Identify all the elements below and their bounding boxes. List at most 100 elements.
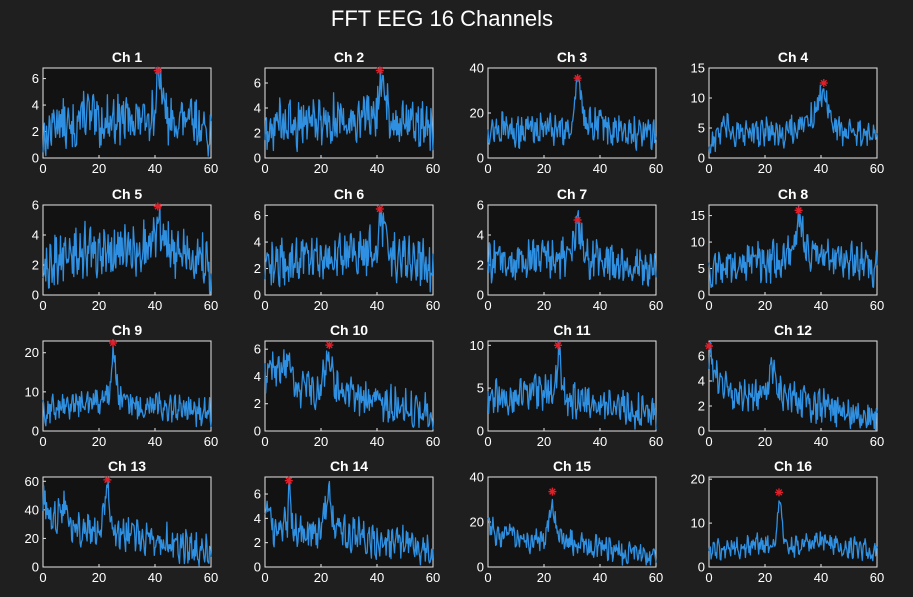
spectrum-line-ch-1	[42, 67, 212, 157]
ytick-label: 40	[470, 470, 484, 485]
axes-frame-ch-3	[487, 67, 657, 159]
xtick-label: 20	[758, 161, 772, 176]
axes-frame-ch-8	[708, 204, 878, 296]
ytick-label: 6	[32, 198, 39, 213]
spectrum-line-ch-16	[708, 500, 878, 562]
xtick-label: 20	[92, 298, 106, 313]
ytick-label: 10	[691, 235, 705, 250]
xtick-label: 20	[314, 434, 328, 449]
subplot-title-ch-13: Ch 13	[108, 458, 146, 474]
ytick-label: 15	[691, 61, 705, 76]
xtick-label: 40	[593, 570, 607, 585]
xtick-label: 60	[426, 570, 440, 585]
subplot-title-ch-7: Ch 7	[557, 186, 588, 202]
subplot-ch-6: Ch 6 0 20 40 60 0 2 4 6	[254, 186, 440, 313]
subplot-title-ch-4: Ch 4	[778, 49, 809, 65]
ytick-label: 0	[698, 151, 705, 166]
ytick-label: 0	[477, 424, 484, 439]
xtick-label: 40	[814, 434, 828, 449]
subplot-ch-15: Ch 15 0 20 40 60 0 20 40	[470, 458, 664, 585]
xtick-label: 20	[537, 298, 551, 313]
spectrum-line-ch-10	[264, 349, 434, 430]
ytick-label: 5	[698, 261, 705, 276]
subplot-title-ch-12: Ch 12	[774, 322, 812, 338]
ytick-label: 4	[477, 228, 484, 243]
peak-marker-ch-12	[705, 342, 713, 350]
ytick-label: 0	[32, 288, 39, 303]
subplot-title-ch-1: Ch 1	[112, 49, 143, 65]
xtick-label: 20	[314, 161, 328, 176]
axes-frame-ch-2	[264, 67, 434, 159]
xtick-label: 60	[870, 161, 884, 176]
subplot-ch-14: Ch 14 0 20 40 60 0 2 4 6	[254, 458, 440, 585]
xtick-label: 40	[593, 298, 607, 313]
subplot-title-ch-15: Ch 15	[553, 458, 591, 474]
ytick-label: 4	[32, 228, 39, 243]
xtick-label: 20	[758, 434, 772, 449]
xtick-label: 0	[484, 161, 491, 176]
ytick-label: 5	[698, 121, 705, 136]
spectrum-line-ch-6	[264, 204, 434, 293]
xtick-label: 40	[593, 161, 607, 176]
subplot-ch-10: Ch 10 0 20 40 60 0 2 4 6	[254, 322, 440, 449]
xtick-label: 20	[537, 570, 551, 585]
ytick-label: 6	[254, 342, 261, 357]
spectrum-line-ch-7	[487, 210, 657, 287]
xtick-label: 60	[426, 298, 440, 313]
xtick-label: 40	[814, 570, 828, 585]
subplot-ch-13: Ch 13 0 20 40 60 0 20 40 60	[25, 458, 219, 585]
peak-marker-ch-15	[548, 487, 557, 496]
xtick-label: 20	[758, 570, 772, 585]
xtick-label: 40	[148, 570, 162, 585]
ytick-label: 2	[254, 126, 261, 141]
xtick-label: 60	[649, 161, 663, 176]
subplot-title-ch-8: Ch 8	[778, 186, 809, 202]
subplot-title-ch-10: Ch 10	[330, 322, 368, 338]
xtick-label: 40	[148, 434, 162, 449]
ytick-label: 15	[691, 208, 705, 223]
subplot-ch-4: Ch 4 0 20 40 60 0 5 10 15	[691, 49, 885, 176]
subplot-title-ch-3: Ch 3	[557, 49, 588, 65]
xtick-label: 20	[92, 434, 106, 449]
subplot-ch-1: Ch 1 0 20 40 60 0 2 4 6	[32, 49, 218, 176]
ytick-label: 10	[25, 384, 39, 399]
xtick-label: 0	[39, 161, 46, 176]
spectrum-line-ch-13	[42, 477, 212, 567]
peak-marker-ch-4	[819, 79, 828, 87]
ytick-label: 0	[32, 424, 39, 439]
ytick-label: 20	[470, 106, 484, 121]
xtick-label: 20	[92, 570, 106, 585]
ytick-label: 4	[32, 98, 39, 113]
xtick-label: 0	[39, 434, 46, 449]
xtick-label: 0	[261, 570, 268, 585]
peak-marker-ch-2	[375, 66, 384, 75]
ytick-label: 6	[254, 76, 261, 91]
ytick-label: 20	[470, 515, 484, 530]
xtick-label: 0	[39, 570, 46, 585]
xtick-label: 0	[39, 298, 46, 313]
xtick-label: 60	[649, 434, 663, 449]
spectrum-line-ch-4	[708, 84, 878, 154]
subplot-ch-2: Ch 2 0 20 40 60 0 2 4 6	[254, 49, 440, 176]
subplot-ch-11: Ch 11 0 20 40 60 0 5 10	[470, 322, 664, 449]
peak-marker-ch-11	[554, 341, 562, 350]
xtick-label: 20	[537, 161, 551, 176]
ytick-label: 2	[32, 124, 39, 139]
xtick-label: 20	[92, 161, 106, 176]
ytick-label: 2	[698, 399, 705, 414]
xtick-label: 40	[370, 161, 384, 176]
peak-marker-ch-14	[284, 476, 293, 485]
xtick-label: 60	[204, 434, 218, 449]
ytick-label: 6	[254, 208, 261, 223]
ytick-label: 20	[691, 472, 705, 487]
xtick-label: 40	[593, 434, 607, 449]
ytick-label: 6	[254, 487, 261, 502]
peak-marker-ch-7	[573, 216, 582, 224]
ytick-label: 6	[477, 198, 484, 213]
peak-marker-ch-8	[794, 206, 803, 215]
xtick-label: 60	[426, 434, 440, 449]
xtick-label: 0	[261, 434, 268, 449]
xtick-label: 20	[314, 298, 328, 313]
subplot-title-ch-5: Ch 5	[112, 186, 143, 202]
